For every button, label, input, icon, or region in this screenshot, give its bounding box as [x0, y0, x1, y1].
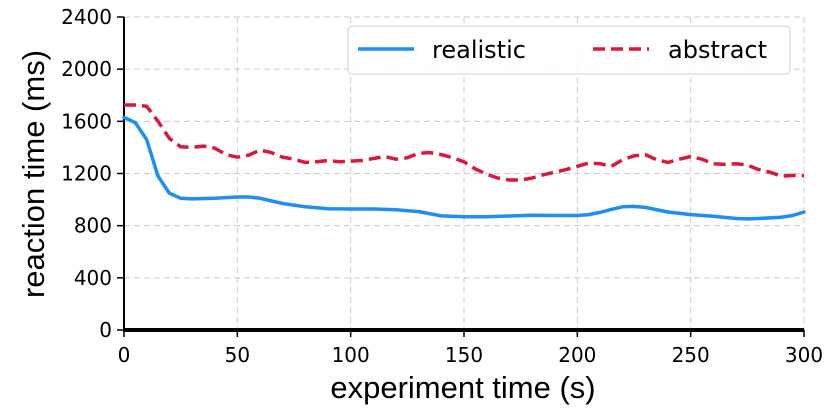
series-layer	[122, 103, 806, 221]
x-tick-label: 300	[785, 343, 823, 367]
legend-label-realistic: realistic	[432, 36, 526, 64]
legend: realistic abstract	[347, 25, 791, 75]
y-tick-label: 2400	[61, 5, 112, 29]
x-tick-label: 0	[118, 343, 131, 367]
x-tick-label: 250	[672, 343, 710, 367]
legend-box	[347, 25, 791, 75]
y-tick-label: 1200	[61, 162, 112, 186]
x-tick-label: 100	[332, 343, 370, 367]
x-axis-title: experiment time (s)	[330, 370, 595, 405]
y-tick-label: 2000	[61, 57, 112, 81]
y-tick-label: 800	[74, 214, 112, 238]
x-tick-label: 50	[225, 343, 250, 367]
ticks-layer: 0 50 100 150 200 250 300 0 400 800 1200 1600 2000 240…	[61, 5, 823, 367]
series-line-realistic	[122, 115, 806, 221]
legend-label-abstract: abstract	[668, 36, 767, 64]
x-tick-label: 150	[445, 343, 483, 367]
y-axis-title: reaction time (ms)	[16, 50, 51, 298]
series-line-abstract	[124, 103, 804, 182]
x-tick-label: 200	[558, 343, 596, 367]
y-tick-label: 0	[99, 318, 112, 342]
y-tick-label: 1600	[61, 109, 112, 133]
y-tick-label: 400	[74, 266, 112, 290]
